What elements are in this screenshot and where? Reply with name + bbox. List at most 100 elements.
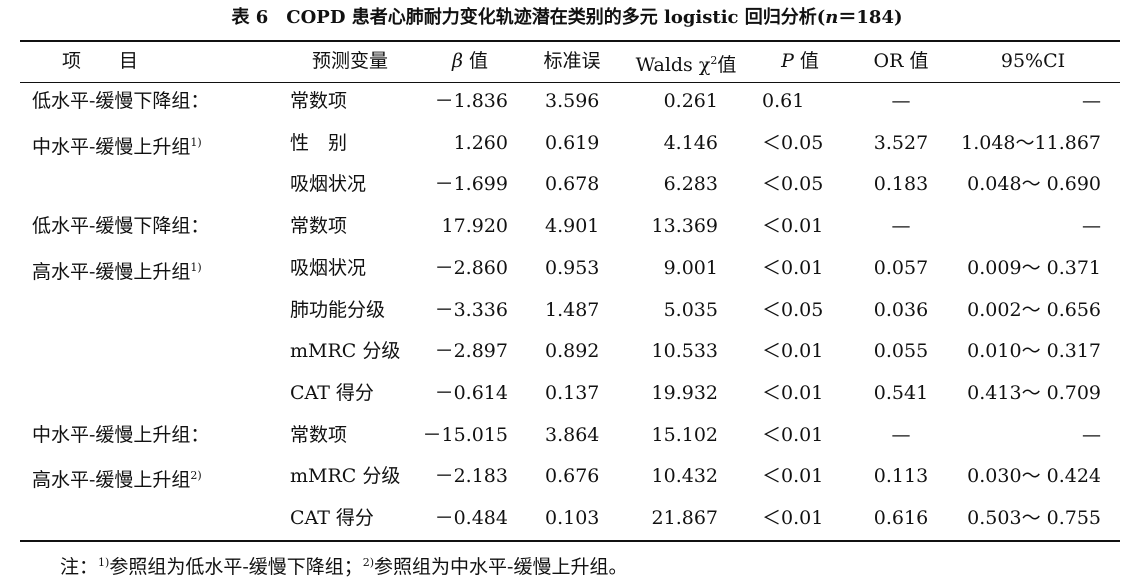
text-segment: 95%CI (1000, 50, 1066, 72)
table-cell: 9.001 (663, 256, 718, 279)
table-cell: — (891, 423, 911, 446)
text-segment: ＝184) (838, 7, 903, 28)
table-cell: 0.113 (873, 465, 929, 488)
table-cell: 21.867 (651, 507, 718, 529)
table-cell: 0.055 (873, 340, 929, 363)
text-segment: 表 6 COPD 患者心肺耐力变化轨迹潜在类别的多元 logistic 回归分析… (231, 7, 826, 28)
table-cell: 肺功能分级 (290, 298, 386, 321)
table-cell: －2.860 (434, 256, 508, 279)
table-cell: 1.260 (453, 131, 508, 154)
table-cell: 19.932 (651, 381, 718, 404)
table-cell: 0.953 (545, 256, 600, 279)
table-cell: －1.836 (434, 90, 508, 112)
table-cell: 0.183 (873, 173, 929, 196)
text-segment: 高水平-缓慢上升组 (32, 260, 191, 283)
table-cell: －0.614 (434, 381, 508, 404)
text-segment: 2) (190, 469, 202, 483)
table-cell: mMRC 分级 (290, 340, 401, 363)
table-cell: 1.048～11.867 (961, 131, 1101, 154)
column-header: β 值 (452, 49, 488, 73)
table-cell: 0.619 (545, 131, 600, 154)
text-segment: 1) (98, 556, 110, 569)
table-cell: — (1082, 215, 1101, 238)
table-cell: 0.030～ 0.424 (967, 465, 1101, 488)
group-label: 高水平-缓慢上升组2) (32, 464, 202, 492)
table-cell: 吸烟状况 (290, 256, 367, 279)
table-cell: －3.336 (434, 298, 508, 321)
table-cell: 0.413～ 0.709 (967, 381, 1101, 404)
table-cell: 0.036 (873, 298, 929, 321)
table-cell: 性 别 (290, 131, 348, 154)
table-cell: 3.596 (545, 90, 600, 112)
text-segment: OR 值 (873, 50, 929, 72)
table-cell: ＜0.01 (762, 507, 824, 529)
table-cell: 0.137 (545, 381, 600, 404)
text-segment: 值 (462, 50, 489, 72)
title: 表 6 COPD 患者心肺耐力变化轨迹潜在类别的多元 logistic 回归分析… (232, 6, 903, 30)
table-cell: －2.183 (434, 465, 508, 488)
text-segment: 预测变量 (311, 50, 389, 72)
table-cell: 1.487 (545, 298, 600, 321)
table-cell: 4.146 (663, 131, 718, 154)
text-segment: 2) (362, 556, 375, 569)
table-cell: 0.503～ 0.755 (967, 507, 1101, 529)
table-cell: ＜0.05 (762, 131, 824, 154)
table-cell: ＜0.01 (762, 465, 824, 488)
table-cell: 15.102 (651, 423, 718, 446)
table-cell: 0.678 (545, 173, 600, 196)
table-cell: 17.920 (441, 215, 508, 238)
table-cell: CAT 得分 (290, 381, 374, 404)
column-header: 项 目 (62, 49, 138, 73)
table-cell: 0.103 (545, 507, 600, 529)
group-label: 低水平-缓慢下降组： (32, 214, 209, 238)
table-cell: －15.015 (422, 423, 508, 446)
text-segment: β (451, 50, 463, 72)
table-cell: — (1082, 423, 1101, 446)
table-cell: －0.484 (434, 507, 508, 529)
header-rule (20, 82, 1120, 83)
table-cell: ＜0.01 (762, 256, 824, 279)
table-cell: 4.901 (545, 215, 600, 238)
bottom-rule (20, 540, 1120, 542)
table-cell: 0.61 (762, 90, 805, 112)
text-segment: 参照组为低水平-缓慢下降组； (109, 556, 363, 577)
table-cell: ＜0.01 (762, 340, 824, 363)
table-cell: 常数项 (290, 215, 348, 238)
table-cell: 常数项 (290, 423, 348, 446)
table-cell: 5.035 (663, 298, 718, 321)
column-header: P 值 (781, 49, 819, 73)
table-cell: ＜0.05 (762, 298, 824, 321)
text-segment: n (825, 7, 839, 28)
column-header: Walds χ2值 (636, 49, 737, 77)
group-label: 高水平-缓慢上升组1) (32, 256, 202, 284)
text-segment: P (781, 50, 794, 72)
text-segment: 注： (60, 556, 99, 577)
text-segment: 高水平-缓慢上升组 (32, 469, 191, 492)
table-cell: ＜0.05 (762, 173, 824, 196)
table-cell: — (891, 215, 911, 238)
table-cell: 0.261 (663, 90, 718, 112)
top-rule (20, 40, 1120, 42)
table-cell: CAT 得分 (290, 507, 374, 529)
table-cell: 吸烟状况 (290, 173, 367, 196)
table-cell: 0.892 (545, 340, 600, 363)
text-segment: 低水平-缓慢下降组： (32, 90, 210, 112)
text-segment: 项 目 (61, 50, 139, 72)
table-cell: 13.369 (651, 215, 718, 238)
table-cell: ＜0.01 (762, 381, 824, 404)
table-cell: 0.616 (873, 507, 929, 529)
text-segment: 标准误 (543, 50, 601, 72)
table-cell: — (1082, 90, 1101, 112)
table-cell: ＜0.01 (762, 215, 824, 238)
group-label: 低水平-缓慢下降组： (32, 89, 209, 113)
table-cell: 10.533 (651, 340, 718, 363)
table-cell: 0.541 (873, 381, 929, 404)
text-segment: 值 (793, 50, 819, 72)
table-cell: 0.002～ 0.656 (967, 298, 1101, 321)
table-cell: ＜0.01 (762, 423, 824, 446)
table-cell: 0.057 (873, 256, 929, 279)
table-cell: 3.864 (545, 423, 600, 446)
text-segment: 1) (190, 260, 202, 274)
table-cell: 10.432 (651, 465, 718, 488)
